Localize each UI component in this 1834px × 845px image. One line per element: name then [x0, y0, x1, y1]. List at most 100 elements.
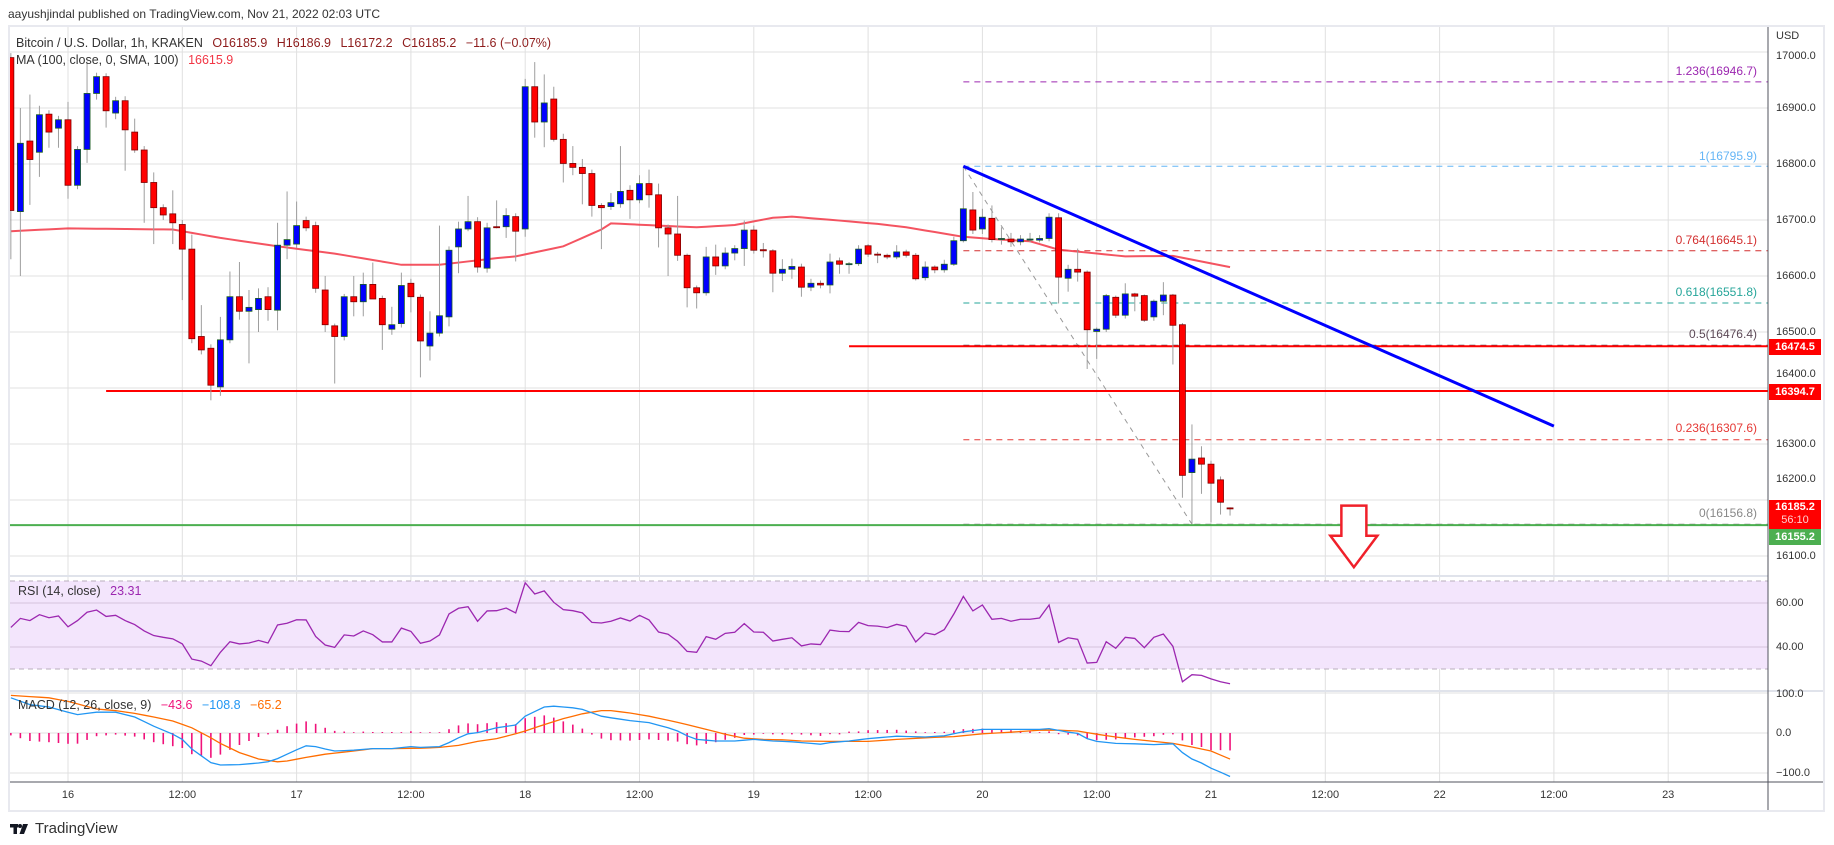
- candle[interactable]: [293, 201, 301, 248]
- candle[interactable]: [169, 190, 177, 245]
- candle[interactable]: [188, 234, 196, 344]
- candle[interactable]: [1093, 327, 1101, 359]
- candle[interactable]: [417, 294, 424, 378]
- candle[interactable]: [26, 94, 34, 205]
- candle[interactable]: [8, 53, 15, 260]
- candle[interactable]: [464, 195, 472, 232]
- candle[interactable]: [874, 251, 882, 264]
- rsi-pane[interactable]: [10, 580, 1768, 685]
- candle[interactable]: [712, 244, 720, 275]
- candle[interactable]: [255, 288, 262, 332]
- candle[interactable]: [340, 293, 348, 341]
- candle[interactable]: [759, 242, 767, 258]
- macd-pane[interactable]: [10, 692, 1768, 778]
- candle[interactable]: [969, 192, 977, 234]
- candle[interactable]: [150, 172, 158, 245]
- candle[interactable]: [397, 272, 405, 328]
- candle[interactable]: [436, 225, 443, 337]
- candle[interactable]: [731, 245, 739, 261]
- candle[interactable]: [836, 257, 843, 274]
- candle[interactable]: [274, 222, 281, 331]
- candle[interactable]: [626, 185, 634, 219]
- candle[interactable]: [1083, 270, 1091, 369]
- candle[interactable]: [750, 225, 758, 254]
- candle[interactable]: [226, 271, 234, 344]
- candle[interactable]: [617, 146, 624, 208]
- candle[interactable]: [521, 78, 529, 237]
- candle[interactable]: [950, 236, 958, 266]
- candle[interactable]: [1140, 294, 1148, 322]
- candle[interactable]: [1007, 232, 1015, 247]
- candle[interactable]: [1150, 299, 1158, 321]
- candle[interactable]: [817, 280, 824, 289]
- candle[interactable]: [121, 96, 129, 171]
- candle[interactable]: [1045, 213, 1053, 242]
- candle[interactable]: [445, 246, 453, 327]
- candle[interactable]: [607, 193, 615, 210]
- ma-legend[interactable]: MA (100, close, 0, SMA, 100) 16615.9: [16, 53, 233, 67]
- candle[interactable]: [1159, 282, 1167, 316]
- candle[interactable]: [778, 259, 786, 282]
- candle[interactable]: [55, 115, 62, 148]
- candle[interactable]: [1112, 295, 1120, 318]
- candle[interactable]: [921, 261, 929, 281]
- candle[interactable]: [16, 108, 24, 276]
- candle[interactable]: [64, 101, 72, 199]
- candle[interactable]: [178, 220, 186, 301]
- candle[interactable]: [350, 276, 358, 317]
- candle[interactable]: [988, 205, 996, 243]
- candle[interactable]: [931, 265, 939, 274]
- bearish-trendline[interactable]: [962, 164, 1555, 428]
- candle[interactable]: [559, 133, 567, 183]
- candle[interactable]: [36, 105, 43, 177]
- symbol-title[interactable]: Bitcoin / U.S. Dollar, 1h, KRAKEN: [16, 36, 203, 50]
- candle[interactable]: [979, 208, 986, 234]
- candle[interactable]: [512, 213, 520, 262]
- candle[interactable]: [598, 203, 605, 250]
- candle[interactable]: [826, 253, 834, 294]
- candle[interactable]: [102, 73, 110, 128]
- candle[interactable]: [578, 158, 586, 205]
- tradingview-logo[interactable]: TradingView: [10, 820, 118, 837]
- candle[interactable]: [1017, 235, 1024, 246]
- candle[interactable]: [540, 74, 548, 148]
- candle[interactable]: [407, 278, 415, 313]
- candle[interactable]: [531, 62, 539, 138]
- candle[interactable]: [493, 200, 501, 229]
- candle[interactable]: [845, 262, 853, 274]
- candle[interactable]: [388, 306, 396, 335]
- candle[interactable]: [1074, 248, 1082, 282]
- candle[interactable]: [855, 245, 862, 266]
- candle[interactable]: [1207, 460, 1215, 523]
- candle[interactable]: [455, 221, 462, 274]
- candle[interactable]: [1036, 235, 1043, 243]
- candle[interactable]: [283, 191, 291, 260]
- candle[interactable]: [798, 263, 805, 297]
- candle[interactable]: [683, 253, 691, 308]
- candle[interactable]: [883, 253, 891, 260]
- candle[interactable]: [864, 244, 872, 257]
- candle[interactable]: [236, 262, 243, 320]
- candle[interactable]: [788, 258, 796, 279]
- candle[interactable]: [331, 323, 339, 384]
- candle[interactable]: [674, 195, 681, 261]
- candle[interactable]: [769, 249, 777, 293]
- candle[interactable]: [664, 224, 672, 276]
- candle[interactable]: [940, 259, 948, 273]
- candle[interactable]: [959, 166, 967, 243]
- candle[interactable]: [655, 183, 662, 248]
- candle[interactable]: [131, 118, 139, 153]
- candle[interactable]: [207, 344, 215, 401]
- candle[interactable]: [1198, 446, 1205, 494]
- candle[interactable]: [83, 61, 91, 163]
- candle[interactable]: [483, 222, 491, 273]
- candle[interactable]: [474, 217, 481, 273]
- candle[interactable]: [140, 146, 148, 223]
- candle[interactable]: [693, 285, 701, 309]
- candle[interactable]: [1121, 283, 1129, 319]
- candle[interactable]: [550, 86, 558, 142]
- candle[interactable]: [807, 278, 815, 292]
- rsi-legend[interactable]: RSI (14, close) 23.31: [18, 584, 141, 598]
- candle[interactable]: [369, 262, 377, 300]
- candle[interactable]: [159, 204, 167, 220]
